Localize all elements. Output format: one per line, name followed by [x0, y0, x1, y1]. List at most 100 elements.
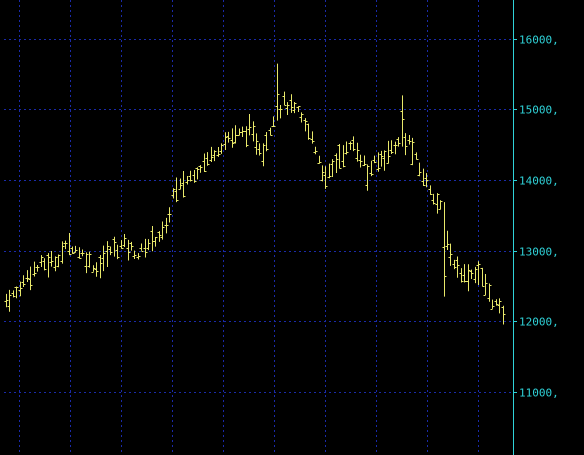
ohlc-bar [327, 163, 332, 179]
ohlc-bar [254, 133, 259, 155]
ohlc-bar [407, 134, 412, 145]
ohlc-bar [296, 106, 301, 112]
ohlc-bar [438, 200, 443, 210]
ohlc-bar [11, 290, 16, 298]
ohlc-bar [376, 152, 381, 172]
ohlc-bar [330, 159, 335, 177]
ohlc-bar [303, 118, 308, 132]
ohlc-bar [42, 258, 47, 271]
ohlc-bar [382, 150, 387, 171]
ohlc-bar [337, 143, 342, 169]
y-tick-label: 16000, [519, 34, 559, 47]
ohlc-bar [403, 133, 408, 156]
ohlc-bar [132, 250, 137, 260]
ohlc-bar [98, 255, 103, 279]
ohlc-bar [167, 207, 172, 223]
ohlc-bar [160, 221, 165, 240]
ohlc-bar [257, 143, 262, 156]
ohlc-bar [497, 298, 502, 314]
ohlc-bar [53, 256, 58, 272]
ohlc-bar [490, 299, 495, 310]
ohlc-bar [289, 94, 294, 113]
ohlc-bar [282, 91, 287, 106]
ohlc-bar [261, 143, 266, 167]
ohlc-bar [143, 238, 148, 258]
ohlc-bar [355, 142, 360, 162]
ohlc-bar [348, 141, 353, 151]
ohlc-bar [7, 289, 12, 312]
ohlc-bar [18, 281, 23, 297]
ohlc-bar [205, 152, 210, 166]
ohlc-bar [185, 175, 190, 185]
y-axis: 11000, 12000, 13000, 14000, 15000, 16000, [513, 0, 559, 455]
ohlc-bar [178, 178, 183, 190]
ohlc-bar [25, 270, 30, 282]
ohlc-bar [313, 146, 318, 155]
y-tick-label: 15000, [519, 104, 559, 117]
ohlc-bar [32, 261, 37, 277]
ohlc-bar [136, 253, 141, 260]
ohlc-bar [195, 167, 200, 180]
ohlc-bar [452, 259, 457, 270]
ohlc-bar [455, 256, 460, 278]
ohlc-bar [171, 188, 176, 199]
ohlc-bar [105, 241, 110, 267]
ohlc-bar [247, 114, 252, 136]
ohlc-bar [362, 155, 367, 167]
ohlc-bar [233, 125, 238, 144]
ohlc-bar [323, 166, 328, 189]
ohlc-bar [341, 145, 346, 168]
ohlc-bar [84, 252, 89, 274]
ohlc-bar [271, 116, 276, 127]
ohlc-bar [198, 165, 203, 173]
ohlc-bar [251, 121, 256, 142]
ohlc-bar [275, 63, 280, 121]
ohlc-bar [379, 150, 384, 167]
ohlc-bar [344, 141, 349, 155]
ohlc-bar [480, 267, 485, 287]
ohlc-bar [414, 152, 419, 160]
ohlc-bar [365, 164, 370, 191]
ohlc-bar [119, 240, 124, 249]
ohlc-bar [386, 140, 391, 164]
ohlc-bar [219, 143, 224, 154]
ohlc-bar [306, 123, 311, 140]
ohlc-bar [94, 262, 99, 277]
ohlc-bar [209, 146, 214, 162]
ohlc-bar [216, 146, 221, 157]
ohlc-bar [494, 299, 499, 306]
ohlc-bar [421, 168, 426, 187]
ohlc-bar [192, 169, 197, 183]
ohlc-bar [70, 246, 75, 254]
ohlc-bar [63, 240, 68, 250]
ohlc-bar [49, 251, 54, 267]
ohlc-bar [91, 265, 96, 273]
ohlc-bar [139, 243, 144, 252]
ohlc-bar [188, 170, 193, 182]
ohlc-bar [129, 241, 134, 251]
ohlc-bar [310, 131, 315, 144]
ohlc-bar [317, 155, 322, 164]
ohlc-bar [87, 251, 92, 268]
ohlc-bar [389, 140, 394, 155]
ohlc-bar [320, 165, 325, 182]
ohlc-bar [46, 253, 51, 278]
ohlc-bar [21, 275, 26, 287]
ohlc-bar [334, 153, 339, 174]
ohlc-bar [285, 102, 290, 116]
ohlc-bar [28, 266, 33, 291]
ohlc-bar [67, 233, 72, 256]
y-tick-label: 11000, [519, 387, 559, 400]
ohlc-bar [264, 132, 269, 152]
ohlc-bar [487, 283, 492, 302]
ohlc-bar [351, 136, 356, 152]
ohlc-bar [150, 226, 155, 252]
ohlc-bar [501, 305, 506, 325]
ohlc-bar [466, 264, 471, 292]
ohlc-bar [473, 266, 478, 284]
ohlc-bar [164, 217, 169, 234]
ohlc-bar [146, 239, 151, 251]
ohlc-bar [202, 153, 207, 172]
ohlc-bar [292, 102, 297, 114]
